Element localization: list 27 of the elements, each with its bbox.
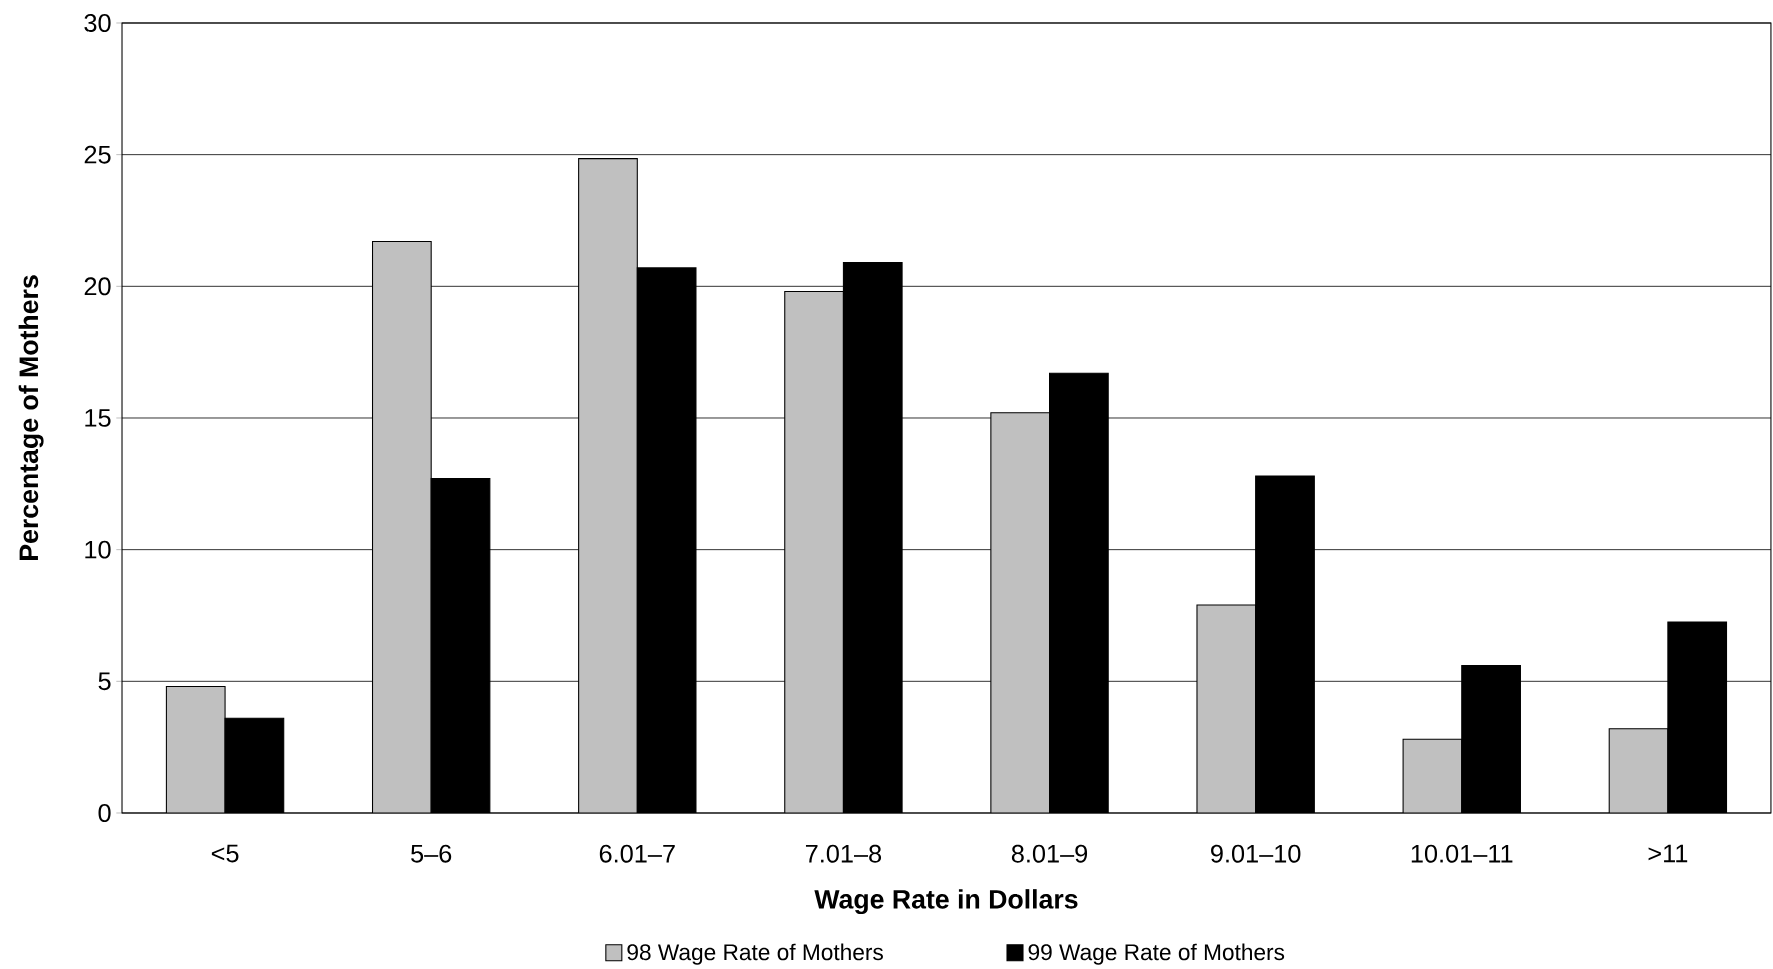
x-tick-label: 7.01–8	[805, 844, 882, 863]
legend-label: 98 Wage Rate of Mothers	[627, 943, 883, 965]
bar	[1402, 738, 1463, 813]
x-tick-label: >11	[1648, 844, 1688, 863]
bar	[1196, 604, 1257, 813]
x-axis-title: Wage Rate in Dollars	[814, 889, 1078, 915]
legend-label: 99 Wage Rate of Mothers	[1028, 943, 1285, 965]
x-tick-label: <5	[211, 844, 239, 863]
bar	[371, 241, 432, 813]
x-tick-label: 6.01–7	[599, 844, 675, 863]
y-tick-label: 30	[84, 14, 111, 32]
bar	[578, 158, 638, 813]
bar	[990, 412, 1051, 813]
bar	[1608, 728, 1669, 813]
x-tick-label: 10.01–11	[1411, 844, 1513, 863]
x-tick-label: 5–6	[411, 844, 452, 863]
y-tick-label: 20	[84, 277, 111, 296]
y-tick-label: 25	[84, 145, 111, 164]
bar	[784, 291, 844, 813]
y-tick-label: 15	[85, 409, 111, 427]
y-tick-label: 10	[85, 540, 111, 559]
bar	[165, 686, 226, 813]
y-tick-label: 0	[98, 804, 111, 822]
y-axis-title: Percentage of Mothers	[18, 275, 44, 560]
x-tick-label: 8.01–9	[1011, 844, 1088, 863]
y-tick-label: 5	[98, 672, 111, 691]
x-tick-label: 9.01–10	[1211, 844, 1301, 863]
